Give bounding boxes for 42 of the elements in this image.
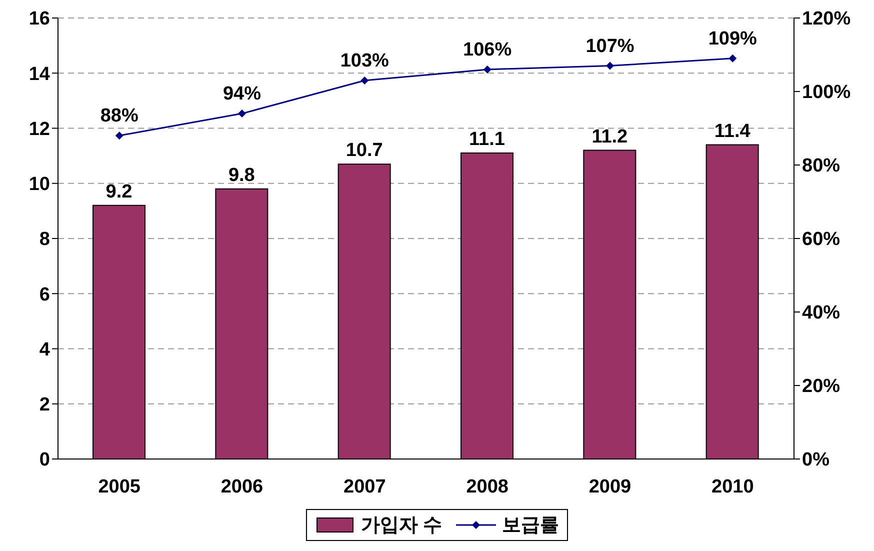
- y2-tick-label: 40%: [802, 302, 840, 324]
- x-tick-label: 2006: [220, 476, 264, 498]
- x-tick-label: 2007: [344, 476, 386, 498]
- y-tick-label: 16: [28, 8, 50, 30]
- data-label: 109%: [708, 28, 758, 50]
- data-label: 106%: [463, 39, 512, 60]
- point: [728, 54, 737, 62]
- data-label: 10.7: [346, 140, 383, 162]
- y-tick-label: 2: [39, 394, 50, 416]
- y-tick-label: 12: [28, 118, 50, 140]
- y-tick-label: 10: [28, 174, 50, 196]
- data-label: 9.2: [106, 181, 132, 202]
- y-tick-label: 0: [39, 450, 50, 471]
- data-label: 94%: [222, 84, 262, 105]
- legend-label: 보급률: [501, 514, 560, 538]
- x-tick-label: 2009: [588, 476, 632, 498]
- x-tick-label: 2005: [98, 476, 141, 498]
- data-label: 11.2: [592, 126, 628, 148]
- x-tick-label: 2008: [466, 476, 508, 498]
- data-label: 103%: [340, 50, 390, 72]
- y2-tick-label: 100%: [802, 82, 851, 104]
- legend-label: 가입자 수: [360, 514, 442, 538]
- point: [238, 110, 246, 118]
- y2-tick-label: 80%: [802, 156, 840, 177]
- y2-tick-label: 20%: [802, 376, 840, 398]
- y2-tick-label: 120%: [802, 8, 851, 30]
- y2-tick-label: 60%: [802, 229, 840, 250]
- point: [360, 76, 369, 84]
- data-label: 88%: [100, 106, 138, 127]
- point: [115, 132, 124, 140]
- point: [483, 65, 492, 74]
- y-tick-label: 14: [28, 64, 50, 85]
- data-label: 11.1: [469, 129, 506, 150]
- y-tick-label: 4: [39, 339, 50, 360]
- y-tick-label: 6: [39, 284, 50, 306]
- data-label: 107%: [586, 36, 634, 57]
- x-tick-label: 2010: [712, 476, 754, 498]
- point: [606, 62, 614, 70]
- y-tick-label: 8: [39, 229, 50, 250]
- y2-tick-label: 0%: [802, 450, 830, 471]
- data-label: 11.4: [714, 120, 751, 142]
- data-label: 9.8: [228, 164, 255, 186]
